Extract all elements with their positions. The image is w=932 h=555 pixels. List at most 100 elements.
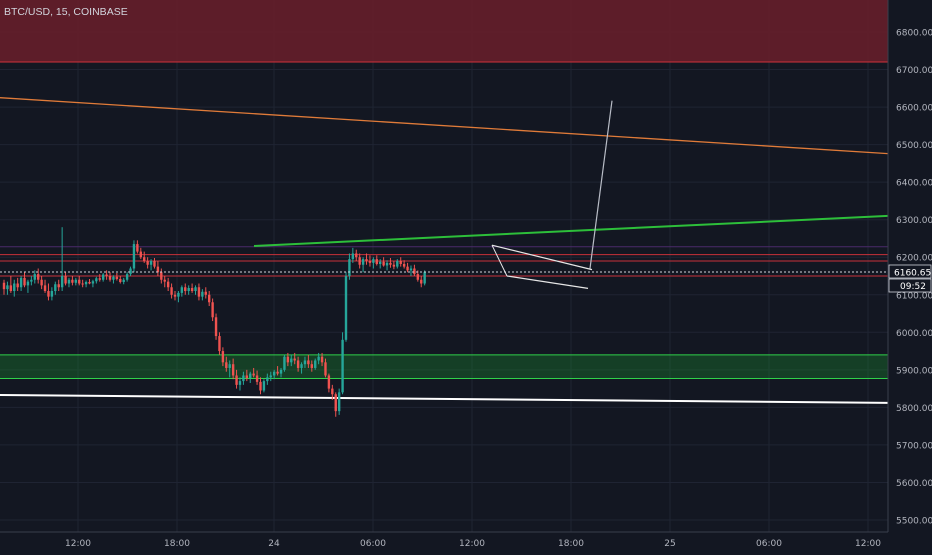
candle-body[interactable]	[225, 362, 228, 368]
candle-body[interactable]	[423, 272, 426, 284]
candle-body[interactable]	[40, 279, 43, 286]
candle-body[interactable]	[420, 279, 423, 284]
candle-body[interactable]	[101, 274, 105, 280]
candle-body[interactable]	[300, 364, 303, 368]
candle-body[interactable]	[197, 287, 201, 297]
white-trendline[interactable]	[0, 393, 889, 404]
candle-body[interactable]	[129, 268, 132, 275]
candle-body[interactable]	[166, 281, 170, 288]
resistance-zone[interactable]	[0, 0, 888, 63]
candle-body[interactable]	[402, 263, 406, 267]
candle-body[interactable]	[173, 294, 177, 297]
orange-trendline[interactable]	[0, 97, 889, 155]
candle-body[interactable]	[382, 261, 385, 266]
candle-body[interactable]	[314, 360, 317, 368]
candle-body[interactable]	[64, 275, 67, 284]
candle-body[interactable]	[119, 279, 122, 283]
candle-body[interactable]	[307, 360, 310, 365]
candle-body[interactable]	[365, 259, 368, 261]
candle-body[interactable]	[375, 259, 378, 264]
candle-body[interactable]	[170, 287, 173, 295]
flag-upper-line[interactable]	[491, 244, 593, 271]
candle-body[interactable]	[399, 260, 402, 264]
candle-body[interactable]	[211, 302, 214, 318]
gray-trendline[interactable]	[589, 100, 613, 269]
candle-body[interactable]	[266, 377, 269, 382]
candle-body[interactable]	[331, 388, 334, 395]
candle-body[interactable]	[204, 291, 207, 295]
candle-body[interactable]	[259, 381, 262, 391]
candle-body[interactable]	[125, 274, 129, 280]
candle-body[interactable]	[389, 262, 392, 265]
candle-body[interactable]	[276, 371, 279, 374]
candle-body[interactable]	[231, 364, 235, 376]
candle-body[interactable]	[290, 358, 293, 363]
candle-body[interactable]	[177, 292, 180, 297]
candle-body[interactable]	[255, 375, 259, 382]
candle-body[interactable]	[221, 351, 225, 363]
candle-body[interactable]	[9, 285, 13, 292]
flag-lower-line[interactable]	[506, 275, 589, 289]
candle-body[interactable]	[95, 278, 98, 282]
candle-body[interactable]	[242, 375, 245, 382]
candle-body[interactable]	[6, 285, 9, 290]
candle-body[interactable]	[293, 358, 296, 361]
candle-body[interactable]	[71, 279, 74, 283]
candle-body[interactable]	[269, 375, 272, 378]
candle-body[interactable]	[108, 275, 112, 280]
candle-body[interactable]	[149, 260, 153, 265]
candle-body[interactable]	[91, 281, 95, 284]
candle-body[interactable]	[112, 276, 115, 280]
candle-body[interactable]	[2, 282, 6, 290]
candle-body[interactable]	[105, 274, 108, 276]
candle-body[interactable]	[368, 260, 372, 263]
candle-body[interactable]	[88, 282, 91, 284]
candle-body[interactable]	[74, 279, 78, 283]
candle-body[interactable]	[81, 283, 84, 285]
candle-body[interactable]	[337, 392, 341, 412]
candle-body[interactable]	[201, 291, 204, 297]
candle-body[interactable]	[348, 259, 351, 276]
candle-body[interactable]	[67, 279, 71, 284]
candle-body[interactable]	[372, 259, 375, 263]
candle-body[interactable]	[262, 381, 266, 391]
candle-body[interactable]	[156, 266, 160, 273]
candle-body[interactable]	[344, 275, 348, 340]
candle-body[interactable]	[122, 279, 125, 283]
candle-body[interactable]	[238, 381, 242, 385]
candle-body[interactable]	[303, 360, 307, 365]
candle-body[interactable]	[228, 364, 231, 368]
candle-body[interactable]	[324, 362, 327, 376]
candle-body[interactable]	[180, 287, 184, 293]
candle-body[interactable]	[296, 360, 300, 368]
candle-body[interactable]	[78, 279, 81, 284]
candle-body[interactable]	[184, 287, 187, 292]
candle-body[interactable]	[385, 262, 389, 266]
candle-body[interactable]	[208, 294, 211, 303]
candle-body[interactable]	[413, 268, 416, 275]
candle-body[interactable]	[334, 394, 337, 412]
candle-body[interactable]	[355, 253, 358, 258]
candle-body[interactable]	[132, 244, 136, 269]
candle-body[interactable]	[54, 284, 57, 292]
candle-body[interactable]	[153, 260, 156, 267]
candle-body[interactable]	[218, 336, 221, 352]
candle-body[interactable]	[361, 259, 365, 265]
candle-body[interactable]	[310, 364, 313, 368]
candle-body[interactable]	[249, 373, 252, 379]
candle-body[interactable]	[84, 282, 88, 285]
candle-body[interactable]	[235, 375, 238, 385]
candle-body[interactable]	[272, 371, 276, 376]
candle-body[interactable]	[396, 260, 399, 267]
candle-body[interactable]	[98, 278, 101, 280]
candle-body[interactable]	[16, 283, 19, 288]
candle-body[interactable]	[351, 253, 355, 260]
candle-body[interactable]	[13, 283, 16, 292]
candle-body[interactable]	[160, 272, 163, 280]
candle-body[interactable]	[214, 317, 218, 337]
candle-body[interactable]	[392, 264, 396, 267]
candle-body[interactable]	[245, 375, 249, 379]
candle-body[interactable]	[286, 356, 290, 363]
candle-body[interactable]	[33, 274, 36, 280]
